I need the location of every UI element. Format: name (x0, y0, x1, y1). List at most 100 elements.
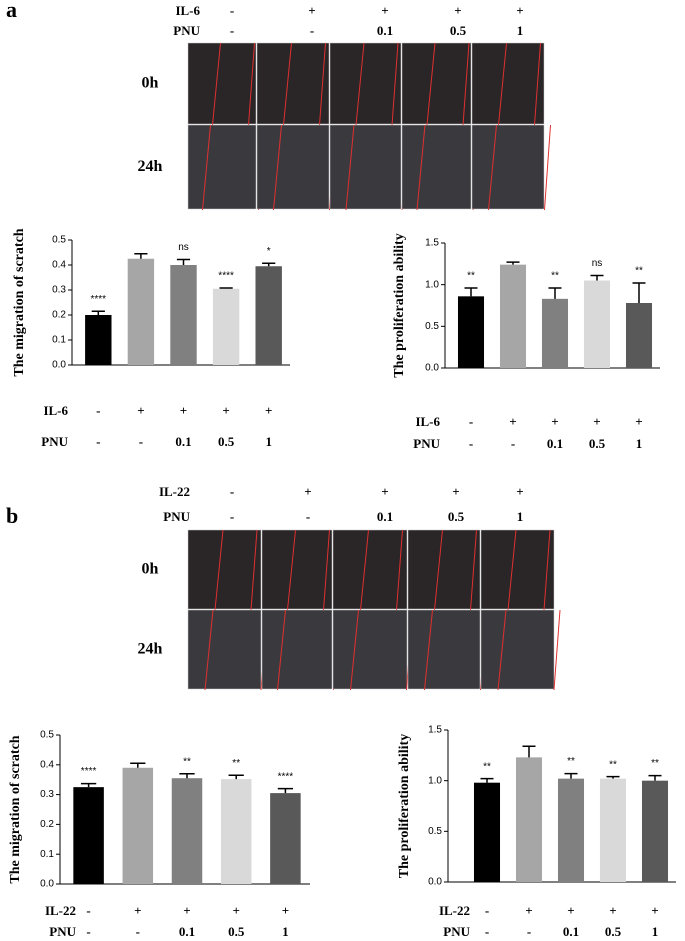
significance-label: ns (592, 258, 603, 269)
micrograph (329, 124, 402, 210)
treatment-level: + (381, 484, 388, 499)
error-bar (648, 774, 662, 781)
scratch-edge (544, 124, 551, 211)
scratch-edge (434, 529, 443, 611)
treatment-level: + (308, 3, 315, 18)
x-category-label: + (651, 903, 658, 918)
treatment-level: + (381, 3, 388, 18)
bar (220, 779, 252, 884)
scratch-edge (287, 529, 296, 611)
bar (212, 288, 240, 365)
error-bar (506, 261, 520, 265)
bar (85, 315, 112, 365)
micrograph (480, 609, 555, 690)
scratch-edge (202, 124, 211, 211)
error-bar (464, 287, 478, 297)
error-bar (606, 775, 620, 779)
bar (255, 266, 282, 365)
scratch-edge (355, 42, 365, 126)
x-category-label: 0.1 (175, 434, 191, 449)
error-bar (522, 745, 536, 758)
x-category-label: - (485, 924, 489, 939)
x-category-label: + (134, 903, 141, 918)
treatment-level: + (454, 3, 461, 18)
y-tick-label: 0.0 (428, 877, 442, 888)
significance-label: ** (551, 271, 559, 282)
y-tick-label: 0.4 (52, 260, 66, 271)
x-category-label: - (485, 903, 489, 918)
scratch-edge (277, 609, 286, 691)
x-category-label: - (139, 434, 143, 449)
x-category-label: - (96, 434, 100, 449)
x-category-label: 0.1 (179, 924, 195, 939)
bar (557, 778, 585, 882)
scratch-edge (212, 42, 221, 126)
error-bar (262, 262, 276, 267)
significance-label: ** (483, 761, 491, 772)
error-bar (480, 777, 494, 783)
micrograph (407, 609, 481, 690)
treatment-name: PNU (173, 23, 200, 38)
micrograph (332, 609, 408, 690)
scratch-edge (416, 124, 426, 211)
micrograph (261, 529, 333, 610)
x-category-label: + (282, 903, 289, 918)
y-tick-label: 0.5 (52, 235, 66, 246)
treatment-level: - (230, 484, 234, 499)
y-axis-label: The proliferation ability (397, 734, 412, 878)
y-tick-label: 0.5 (40, 730, 54, 741)
y-tick-label: 0.0 (52, 360, 66, 371)
bar (171, 778, 203, 884)
x-category-label: - (136, 924, 140, 939)
y-tick-label: 0.1 (52, 335, 66, 346)
x-category-label: 0.5 (589, 436, 606, 451)
scratch-edge (424, 609, 433, 691)
y-axis-label: The migration of scratch (8, 735, 23, 883)
scratch-edge (345, 124, 355, 211)
y-tick-label: 0.3 (52, 285, 66, 296)
treatment-level: + (516, 3, 523, 18)
x-row-name: PNU (49, 924, 76, 939)
timepoint-label: 24h (138, 641, 163, 658)
significance-label: ** (635, 266, 643, 277)
micrograph (471, 42, 545, 125)
bar (625, 303, 653, 368)
x-category-label: - (96, 403, 100, 418)
scratch-edge (283, 42, 292, 126)
scratch-edge (319, 42, 326, 126)
y-tick-label: 1.5 (428, 725, 442, 736)
x-category-label: - (527, 924, 531, 939)
micrograph (407, 529, 481, 610)
micrograph (401, 42, 472, 125)
treatment-name: IL-22 (159, 484, 190, 499)
x-row-name: PNU (443, 924, 470, 939)
error-bar (179, 772, 195, 779)
scratch-edge (534, 42, 541, 126)
error-bar (632, 282, 646, 303)
treatment-name: IL-6 (175, 3, 200, 18)
micrograph (480, 529, 555, 610)
y-tick-label: 1.0 (428, 775, 442, 786)
micrograph (187, 42, 257, 125)
scratch-edge (498, 42, 507, 126)
scratch-edge (360, 529, 369, 611)
x-category-label: + (232, 903, 239, 918)
timepoint-label: 24h (138, 158, 163, 175)
bar (599, 778, 627, 882)
y-tick-label: 0.5 (425, 321, 439, 332)
scratch-edge (250, 529, 258, 611)
scratch-edge (248, 42, 255, 126)
error-bar (176, 258, 191, 265)
panel-letter: b (6, 503, 18, 528)
x-row-name: IL-6 (43, 403, 68, 418)
treatment-level: 0.5 (448, 509, 465, 524)
x-category-label: + (137, 403, 144, 418)
micrograph (256, 42, 330, 125)
treatment-level: 0.1 (377, 23, 393, 38)
error-bar (590, 274, 604, 281)
error-bar (80, 782, 97, 788)
x-category-label: 0.5 (605, 924, 622, 939)
significance-label: **** (278, 771, 294, 782)
scratch-edge (497, 609, 507, 691)
micrograph (187, 529, 262, 610)
